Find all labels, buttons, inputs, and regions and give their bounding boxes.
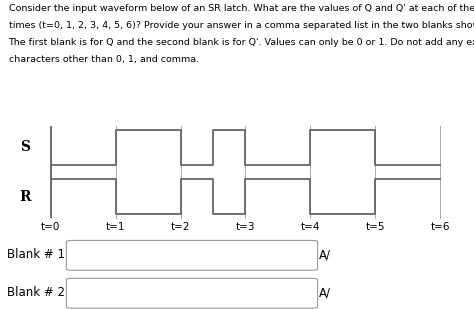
Text: times (t=0, 1, 2, 3, 4, 5, 6)? Provide your answer in a comma separated list in : times (t=0, 1, 2, 3, 4, 5, 6)? Provide y… — [9, 21, 474, 30]
Text: R: R — [19, 190, 30, 204]
FancyBboxPatch shape — [66, 241, 318, 270]
Text: t=0: t=0 — [41, 222, 60, 232]
Text: A/: A/ — [319, 248, 330, 261]
Text: t=5: t=5 — [365, 222, 385, 232]
Text: S: S — [20, 140, 30, 154]
Text: t=1: t=1 — [106, 222, 125, 232]
Text: t=6: t=6 — [430, 222, 450, 232]
Text: Consider the input waveform below of an SR latch. What are the values of Q and Q: Consider the input waveform below of an … — [9, 4, 474, 13]
Text: A/: A/ — [319, 286, 330, 299]
Text: The first blank is for Q and the second blank is for Q'. Values can only be 0 or: The first blank is for Q and the second … — [9, 38, 474, 47]
Text: characters other than 0, 1, and comma.: characters other than 0, 1, and comma. — [9, 55, 199, 64]
Text: t=2: t=2 — [171, 222, 190, 232]
Text: Blank # 2: Blank # 2 — [7, 286, 65, 299]
FancyBboxPatch shape — [66, 278, 318, 308]
Text: Blank # 1: Blank # 1 — [7, 248, 65, 261]
Text: t=3: t=3 — [236, 222, 255, 232]
Text: t=4: t=4 — [301, 222, 320, 232]
